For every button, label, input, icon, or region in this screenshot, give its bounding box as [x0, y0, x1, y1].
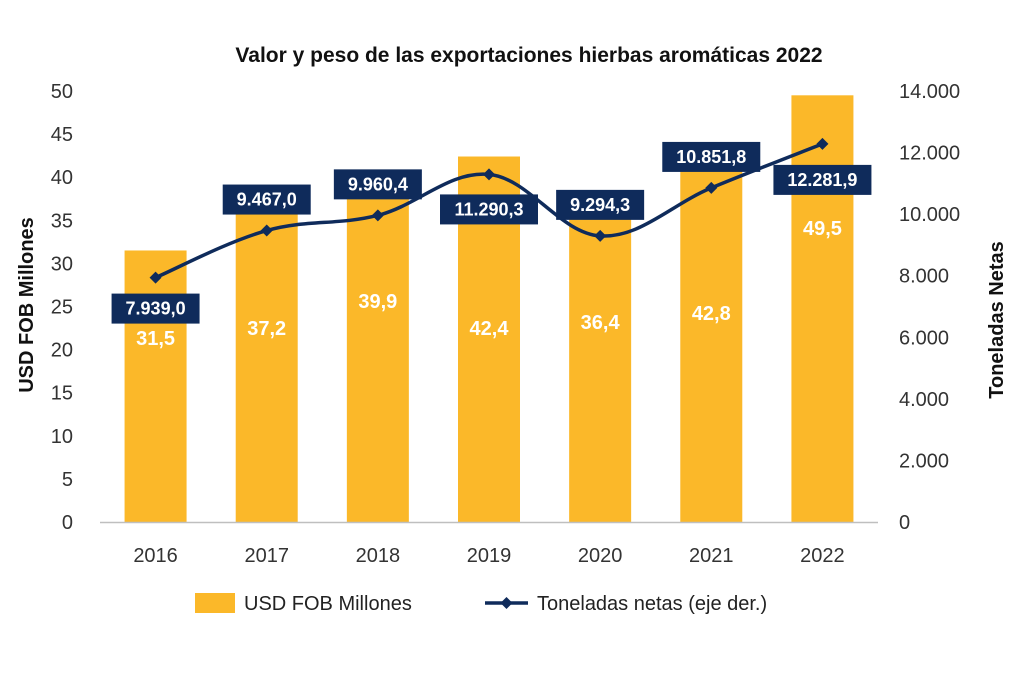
legend: USD FOB Millones Toneladas netas (eje der…	[195, 593, 767, 615]
right-tick-label: 0	[899, 512, 910, 534]
tonnage-marker-2020	[594, 229, 607, 242]
right-tick-label: 2.000	[899, 450, 949, 472]
tonnage-marker-2018	[371, 209, 384, 222]
left-axis: 0 5 10 15 20 25 30 35 40 45 50	[51, 81, 73, 534]
tonnage-value-label-2016: 7.939,0	[126, 299, 186, 319]
left-tick-label: 45	[51, 124, 73, 146]
chart-title: Valor y peso de las exportaciones hierba…	[235, 44, 822, 67]
bar-value-label-2022: 49,5	[803, 218, 842, 240]
right-tick-label: 4.000	[899, 389, 949, 411]
x-tick-label: 2016	[133, 545, 178, 567]
right-tick-label: 6.000	[899, 327, 949, 349]
left-tick-label: 50	[51, 81, 73, 103]
legend-marker-line	[500, 597, 513, 609]
line-group: 7.939,0 9.467,0 9.960,4 11.290,3 9.294,3 10.8…	[111, 137, 872, 324]
left-tick-label: 40	[51, 167, 73, 189]
bar-2016	[124, 250, 187, 522]
left-tick-label: 20	[51, 340, 73, 362]
tonnage-label-box-2022	[773, 164, 872, 195]
tonnage-value-label-2021: 10.851,8	[676, 147, 746, 167]
x-tick-label: 2017	[244, 545, 289, 567]
right-tick-label: 12.000	[899, 143, 960, 165]
x-tick-label: 2022	[800, 545, 845, 567]
bar-2022	[791, 95, 854, 522]
x-tick-label: 2021	[689, 545, 734, 567]
bar-value-label-2019: 42,4	[470, 318, 510, 340]
x-axis: 2016 2017 2018 2019 2020 2021 2022	[100, 521, 878, 567]
bar-2017	[235, 201, 298, 522]
tonnage-value-label-2022: 12.281,9	[787, 170, 857, 190]
legend-label-line: Toneladas netas (eje der.)	[537, 593, 767, 615]
x-tick-label: 2020	[578, 545, 623, 567]
tonnage-marker-2022	[816, 137, 829, 150]
legend-label-bar: USD FOB Millones	[244, 593, 412, 615]
left-tick-label: 30	[51, 253, 73, 275]
left-tick-label: 35	[51, 210, 73, 232]
tonnage-marker-2019	[483, 168, 495, 181]
bar-2020	[569, 208, 632, 522]
tonnage-marker-2021	[705, 181, 718, 194]
tonnage-marker-2017	[260, 224, 273, 237]
bar-value-label-2020: 36,4	[581, 312, 621, 334]
right-tick-label: 8.000	[899, 266, 949, 288]
left-tick-label: 5	[62, 469, 73, 491]
bar-value-label-2018: 39,9	[358, 291, 397, 313]
bar-value-label-2017: 37,2	[247, 318, 286, 340]
right-tick-label: 14.000	[899, 81, 960, 103]
legend-swatch-bar	[195, 593, 235, 613]
tonnage-value-label-2019: 11.290,3	[454, 199, 523, 219]
tonnage-value-label-2017: 9.467,0	[237, 190, 297, 210]
bar-2018	[346, 178, 409, 522]
tonnage-marker-2016	[149, 271, 162, 284]
left-tick-label: 10	[51, 426, 73, 448]
left-tick-label: 0	[62, 512, 73, 534]
tonnage-label-box-2021	[662, 141, 761, 172]
bar-value-label-2016: 31,5	[136, 328, 175, 350]
tonnage-label-box-2017	[222, 184, 311, 215]
left-tick-label: 15	[51, 383, 73, 405]
left-axis-title: USD FOB Millones	[16, 217, 38, 393]
x-tick-label: 2018	[356, 545, 401, 567]
tonnage-label-box-2020	[556, 189, 645, 220]
tonnage-label-box-2016	[111, 293, 200, 324]
x-tick-label: 2019	[467, 545, 512, 567]
left-tick-label: 25	[51, 297, 73, 319]
right-tick-label: 10.000	[899, 204, 960, 226]
bar-label-group: 31,5 37,2 39,9 42,4 36,4 42,8 49,5	[136, 218, 842, 350]
right-axis-title: Toneladas Netas	[986, 241, 1008, 398]
tonnage-value-label-2020: 9.294,3	[570, 195, 630, 215]
tonnage-label-box-2018	[333, 169, 422, 200]
bar-value-label-2021: 42,8	[692, 303, 731, 325]
right-axis: 0 2.000 4.000 6.000 8.000 10.000 12.000 14.000	[899, 81, 960, 534]
tonnage-value-label-2018: 9.960,4	[348, 174, 408, 194]
tonnage-label-box-2019	[440, 194, 538, 225]
bar-2021	[680, 153, 743, 522]
